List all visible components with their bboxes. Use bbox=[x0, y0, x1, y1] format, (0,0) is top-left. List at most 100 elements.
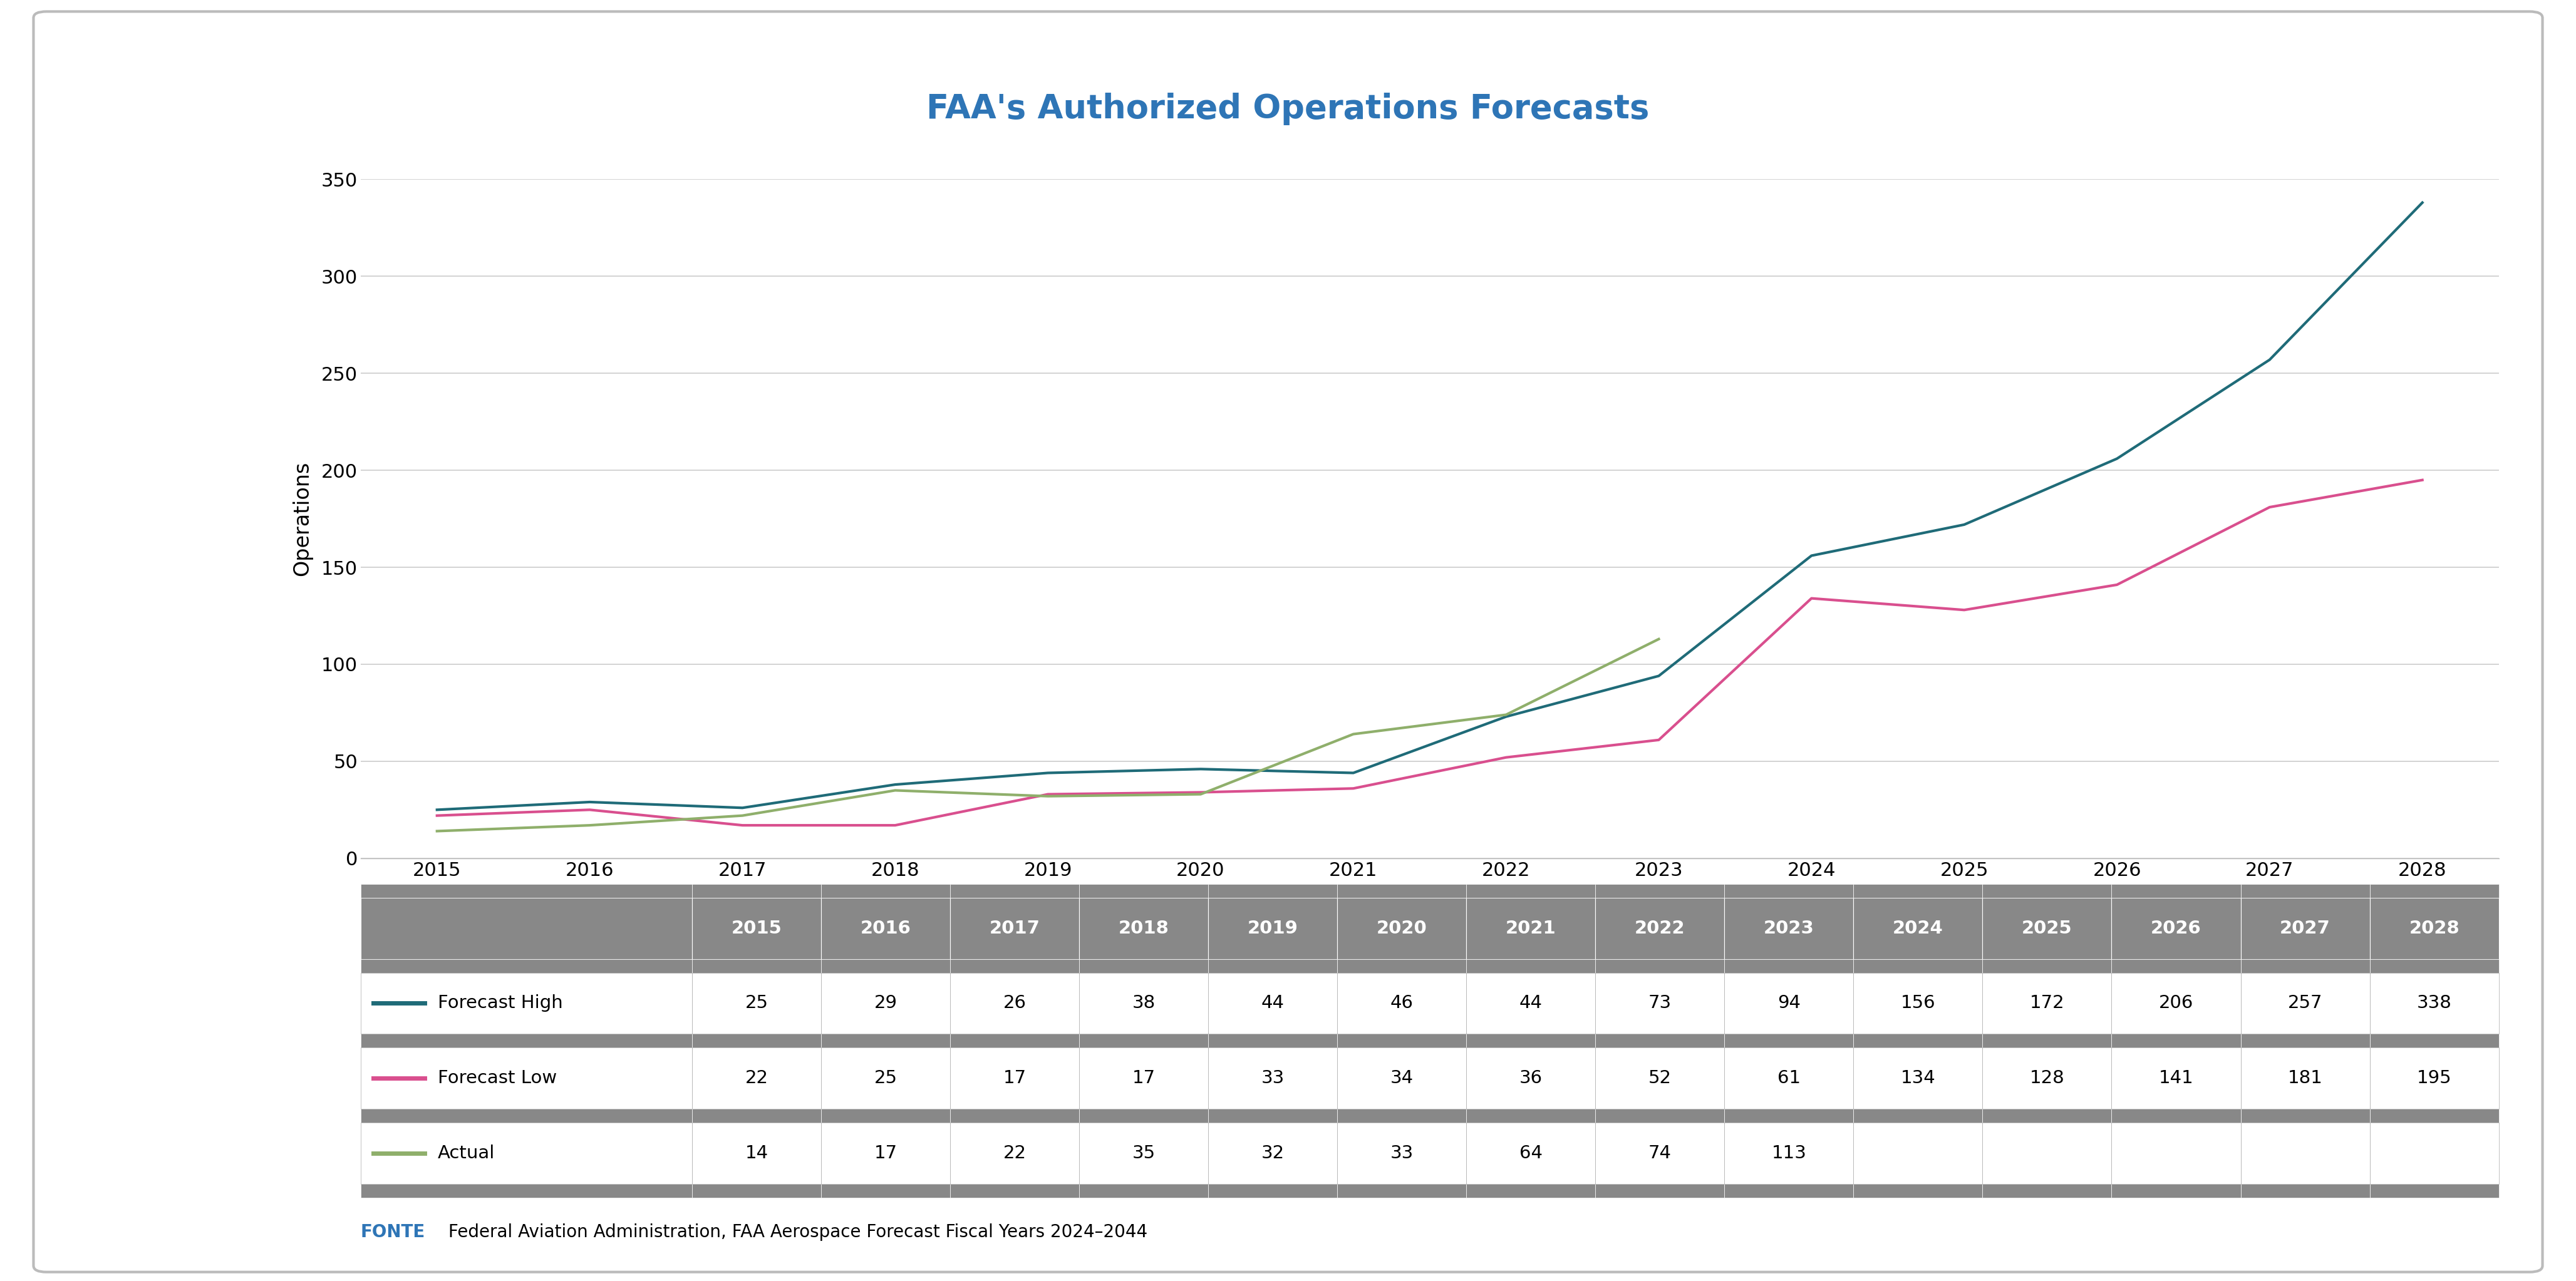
Text: 29: 29 bbox=[873, 994, 896, 1012]
Bar bbox=[693, 1109, 822, 1122]
Bar bbox=[951, 959, 1079, 972]
Bar bbox=[822, 1184, 951, 1198]
Text: 17: 17 bbox=[1002, 1070, 1025, 1088]
Text: 181: 181 bbox=[2287, 1070, 2324, 1088]
Bar bbox=[1723, 972, 1855, 1034]
Bar bbox=[1466, 1184, 1595, 1198]
Bar bbox=[361, 1034, 693, 1048]
Bar bbox=[1079, 1034, 1208, 1048]
Text: 36: 36 bbox=[1520, 1070, 1543, 1088]
Bar bbox=[1855, 959, 1984, 972]
Bar bbox=[693, 1122, 822, 1184]
Bar bbox=[1595, 972, 1723, 1034]
Bar bbox=[361, 1184, 693, 1198]
Text: 2027: 2027 bbox=[2280, 920, 2331, 936]
Bar bbox=[2370, 1034, 2499, 1048]
Bar bbox=[2241, 884, 2370, 898]
Bar bbox=[1208, 884, 1337, 898]
Bar bbox=[951, 1048, 1079, 1109]
Text: 2026: 2026 bbox=[2151, 920, 2202, 936]
Bar bbox=[822, 959, 951, 972]
Bar bbox=[1723, 1034, 1855, 1048]
Bar bbox=[1723, 1109, 1855, 1122]
Bar bbox=[361, 1048, 693, 1109]
Bar bbox=[1595, 1034, 1723, 1048]
Bar bbox=[2241, 1122, 2370, 1184]
Text: 2020: 2020 bbox=[1376, 920, 1427, 936]
Text: 2023: 2023 bbox=[1765, 920, 1814, 936]
Text: Federal Aviation Administration, FAA Aerospace Forecast Fiscal Years 2024–2044: Federal Aviation Administration, FAA Aer… bbox=[443, 1223, 1149, 1241]
Bar bbox=[1337, 884, 1466, 898]
Bar bbox=[1079, 972, 1208, 1034]
Bar bbox=[1079, 1048, 1208, 1109]
Bar bbox=[2112, 898, 2241, 959]
Text: 46: 46 bbox=[1391, 994, 1414, 1012]
Bar bbox=[2112, 1048, 2241, 1109]
Bar bbox=[1337, 1048, 1466, 1109]
Text: 156: 156 bbox=[1901, 994, 1935, 1012]
Bar bbox=[1723, 1184, 1855, 1198]
Bar bbox=[2370, 972, 2499, 1034]
Bar bbox=[2241, 1034, 2370, 1048]
Text: 134: 134 bbox=[1901, 1070, 1935, 1088]
Text: 61: 61 bbox=[1777, 1070, 1801, 1088]
Bar bbox=[951, 1122, 1079, 1184]
Bar bbox=[1466, 1122, 1595, 1184]
Bar bbox=[822, 1048, 951, 1109]
Bar bbox=[1079, 898, 1208, 959]
Bar bbox=[1984, 884, 2112, 898]
Bar bbox=[693, 1184, 822, 1198]
Bar bbox=[2370, 1109, 2499, 1122]
Bar bbox=[2112, 1034, 2241, 1048]
Bar bbox=[951, 972, 1079, 1034]
Bar bbox=[361, 1122, 693, 1184]
Bar bbox=[1723, 884, 1855, 898]
Bar bbox=[1079, 1184, 1208, 1198]
Bar bbox=[2112, 1184, 2241, 1198]
Bar bbox=[822, 1109, 951, 1122]
Text: 2016: 2016 bbox=[860, 920, 912, 936]
Text: 17: 17 bbox=[873, 1145, 896, 1162]
Bar bbox=[1595, 884, 1723, 898]
Text: 17: 17 bbox=[1131, 1070, 1157, 1088]
Bar bbox=[1984, 1184, 2112, 1198]
Bar bbox=[1723, 898, 1855, 959]
Text: 26: 26 bbox=[1002, 994, 1025, 1012]
Bar bbox=[1855, 1184, 1984, 1198]
Bar bbox=[693, 959, 822, 972]
Bar bbox=[693, 1048, 822, 1109]
Bar bbox=[361, 884, 693, 898]
Text: 2015: 2015 bbox=[732, 920, 783, 936]
Bar bbox=[2112, 1109, 2241, 1122]
Bar bbox=[822, 884, 951, 898]
Bar bbox=[1079, 959, 1208, 972]
Text: 2028: 2028 bbox=[2409, 920, 2460, 936]
Bar bbox=[2370, 959, 2499, 972]
Bar bbox=[951, 1184, 1079, 1198]
Bar bbox=[1984, 1048, 2112, 1109]
Text: 206: 206 bbox=[2159, 994, 2192, 1012]
Bar bbox=[822, 1122, 951, 1184]
Text: 2022: 2022 bbox=[1636, 920, 1685, 936]
Bar bbox=[1466, 1048, 1595, 1109]
Text: Actual: Actual bbox=[438, 1145, 495, 1162]
Bar bbox=[2112, 972, 2241, 1034]
Text: 74: 74 bbox=[1649, 1145, 1672, 1162]
Bar bbox=[2241, 898, 2370, 959]
Bar bbox=[1208, 1122, 1337, 1184]
Bar bbox=[1208, 972, 1337, 1034]
Bar bbox=[1855, 884, 1984, 898]
Bar bbox=[2241, 972, 2370, 1034]
Bar bbox=[1595, 959, 1723, 972]
Text: 64: 64 bbox=[1520, 1145, 1543, 1162]
Bar bbox=[1208, 1048, 1337, 1109]
Bar bbox=[1723, 1048, 1855, 1109]
Text: 2024: 2024 bbox=[1893, 920, 1942, 936]
Bar bbox=[1855, 1109, 1984, 1122]
Text: 2018: 2018 bbox=[1118, 920, 1170, 936]
Bar bbox=[1208, 959, 1337, 972]
Bar bbox=[1855, 1048, 1984, 1109]
Bar bbox=[1466, 898, 1595, 959]
Text: FONTE: FONTE bbox=[361, 1223, 425, 1241]
Bar bbox=[361, 1109, 693, 1122]
